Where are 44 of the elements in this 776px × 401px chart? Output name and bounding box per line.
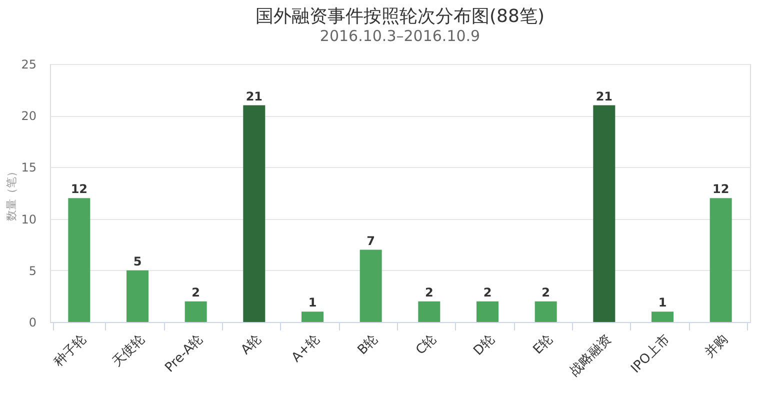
bar — [126, 270, 148, 322]
x-tick-label: 种子轮 — [51, 332, 90, 370]
chart-title: 国外融资事件按照轮次分布图(88笔) — [256, 6, 544, 27]
bar — [710, 198, 732, 322]
data-label: 2 — [483, 285, 492, 300]
bar — [593, 105, 616, 322]
data-label: 12 — [70, 182, 88, 196]
bar — [476, 301, 498, 322]
bar — [302, 312, 324, 322]
chart-subtitle: 2016.10.3–2016.10.9 — [320, 27, 480, 45]
bar — [243, 105, 266, 322]
bar — [68, 198, 90, 322]
y-tick-label: 5 — [28, 264, 36, 278]
data-label: 2 — [192, 285, 200, 300]
data-label: 12 — [712, 182, 730, 196]
y-axis-title: 数量（笔） — [5, 166, 18, 221]
x-tick-label: A+轮 — [289, 332, 323, 366]
x-tick-label: C轮 — [413, 332, 440, 358]
y-tick-label: 20 — [21, 109, 36, 124]
x-tick-label: D轮 — [471, 332, 498, 359]
y-tick-label: 25 — [21, 58, 36, 72]
data-label: 21 — [246, 89, 263, 104]
bar — [360, 250, 382, 322]
x-tick-label: A轮 — [238, 332, 265, 358]
data-label: 2 — [424, 285, 434, 300]
x-tick-label: B轮 — [355, 332, 382, 358]
data-label: 21 — [596, 89, 613, 104]
y-tick-label: 10 — [21, 212, 36, 226]
x-tick-label: E轮 — [530, 332, 556, 358]
x-tick-label: 战略融资 — [567, 332, 615, 380]
data-label: 7 — [366, 234, 376, 248]
bar — [418, 301, 440, 322]
data-label: 5 — [133, 254, 142, 268]
y-tick-label: 15 — [21, 160, 36, 175]
bar — [534, 301, 557, 322]
bar — [184, 301, 207, 322]
data-label: 1 — [658, 296, 667, 310]
data-label: 1 — [308, 296, 317, 310]
x-tick-label: IPO上市 — [628, 332, 673, 376]
bar — [652, 312, 674, 322]
x-tick-label: 天使轮 — [110, 332, 148, 370]
y-tick-label: 0 — [28, 316, 36, 330]
data-label: 2 — [542, 285, 550, 300]
x-tick-label: 并购 — [702, 332, 732, 361]
